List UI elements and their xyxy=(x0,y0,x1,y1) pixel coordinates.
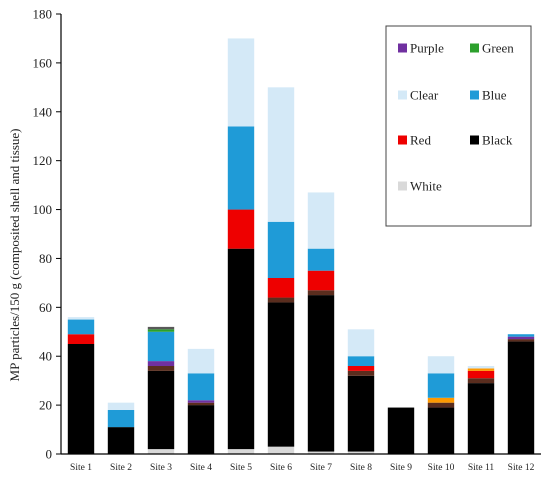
bar-segment-red-11 xyxy=(467,370,495,379)
bar-segment-black-8 xyxy=(347,375,375,452)
bar-segment-blue-7 xyxy=(307,248,335,271)
x-tick-label: Site 5 xyxy=(230,463,252,473)
y-axis-title: MP particles/150 g (composited shell and… xyxy=(7,129,22,382)
legend-box xyxy=(385,25,532,227)
bar-segment-red-7 xyxy=(307,270,335,291)
legend-swatch-white xyxy=(398,181,407,191)
bar-segment-black-1 xyxy=(67,344,95,454)
bars-layer xyxy=(67,38,535,454)
bar-segment-brown-10 xyxy=(427,402,455,408)
bar-segment-orange-10 xyxy=(427,397,455,403)
bar-segment-clear-11 xyxy=(467,366,495,369)
bar-segment-purple-3 xyxy=(147,361,175,366)
legend-label-black: Black xyxy=(482,133,513,148)
bar-segment-clear-5 xyxy=(227,38,255,127)
bar-segment-brown-11 xyxy=(467,378,495,384)
bar-segment-blue-3 xyxy=(147,331,175,362)
bar-segment-brown-8 xyxy=(347,370,375,376)
bar-segment-brown-12 xyxy=(507,339,535,342)
bar-segment-clear-7 xyxy=(307,192,335,249)
bar-segment-blue-2 xyxy=(107,410,135,428)
legend-label-purple: Purple xyxy=(410,41,444,56)
bar-segment-brown-6 xyxy=(267,297,295,303)
bar-segment-black-9 xyxy=(387,407,415,454)
bar-segment-brown-4 xyxy=(187,402,215,406)
bar-segment-black-5 xyxy=(227,248,255,450)
bar-segment-blue-12 xyxy=(507,334,535,337)
bar-segment-brown-7 xyxy=(307,290,335,296)
bar-segment-blue-6 xyxy=(267,221,295,278)
x-tick-label: Site 8 xyxy=(350,463,372,473)
bar-segment-white-6 xyxy=(267,446,295,454)
bar-segment-black-6 xyxy=(267,302,295,447)
y-tick-label: 60 xyxy=(39,300,52,315)
bar-segment-clear-4 xyxy=(187,348,215,374)
y-tick-label: 20 xyxy=(39,398,52,413)
legend-label-white: White xyxy=(410,179,442,194)
bar-segment-black-10 xyxy=(427,407,455,454)
legend-label-blue: Blue xyxy=(482,88,507,103)
x-tick-label: Site 9 xyxy=(390,463,412,473)
legend-swatch-black xyxy=(470,135,479,145)
bar-segment-black-4 xyxy=(187,405,215,454)
bar-segment-black-7 xyxy=(307,295,335,452)
bar-segment-blue-5 xyxy=(227,126,255,210)
bar-segment-blue-8 xyxy=(347,356,375,366)
legend-label-clear: Clear xyxy=(410,88,439,103)
x-tick-label: Site 2 xyxy=(110,463,132,473)
bar-segment-purple-4 xyxy=(187,400,215,403)
legend: Purple Green Clear Blue Red Black White xyxy=(385,25,532,227)
bar-segment-red-8 xyxy=(347,366,375,371)
bar-segment-blue-1 xyxy=(67,319,95,335)
bar-segment-green-3 xyxy=(147,329,175,332)
legend-label-green: Green xyxy=(482,41,514,56)
y-tick-label: 80 xyxy=(39,251,52,266)
bar-segment-black-3 xyxy=(147,370,175,450)
legend-swatch-blue xyxy=(470,90,479,100)
bar-segment-white-7 xyxy=(307,451,335,454)
bar-segment-red-6 xyxy=(267,278,295,298)
y-tick-label: 120 xyxy=(33,153,53,168)
x-tick-label: Site 3 xyxy=(150,463,172,473)
x-tick-label: Site 4 xyxy=(190,463,212,473)
x-tick-label: Site 1 xyxy=(70,463,92,473)
bar-segment-clear-10 xyxy=(427,356,455,374)
bar-segment-white-8 xyxy=(347,451,375,454)
legend-swatch-green xyxy=(470,43,479,53)
y-tick-label: 40 xyxy=(39,349,52,364)
x-tick-label: Site 6 xyxy=(270,463,292,473)
bar-segment-purple-12 xyxy=(507,336,535,340)
y-tick-label: 180 xyxy=(33,7,53,22)
bar-segment-grey-3 xyxy=(147,326,175,330)
x-tick-label: Site 10 xyxy=(428,463,455,473)
bar-segment-clear-2 xyxy=(107,402,135,410)
y-tick-label: 140 xyxy=(33,104,53,119)
legend-swatch-purple xyxy=(398,43,407,53)
x-tick-label: Site 7 xyxy=(310,463,332,473)
bar-segment-red-1 xyxy=(67,334,95,344)
bar-segment-blue-10 xyxy=(427,373,455,398)
bar-segment-clear-8 xyxy=(347,329,375,357)
legend-label-red: Red xyxy=(410,133,431,148)
axes-layer: Site 1 Site 2 Site 3 Site 4 Site 5 Site 6 Site… xyxy=(33,7,541,473)
legend-swatch-clear xyxy=(398,90,407,100)
y-tick-label: 160 xyxy=(33,55,53,70)
legend-swatch-red xyxy=(398,135,407,145)
bar-segment-clear-1 xyxy=(67,317,95,320)
y-tick-label: 0 xyxy=(46,447,53,462)
bar-segment-black-11 xyxy=(467,383,495,454)
bar-segment-white-5 xyxy=(227,449,255,454)
bar-segment-red-5 xyxy=(227,209,255,249)
bar-segment-brown-3 xyxy=(147,366,175,371)
bar-segment-blue-4 xyxy=(187,373,215,401)
bar-segment-black-12 xyxy=(507,341,535,454)
x-tick-label: Site 11 xyxy=(468,463,495,473)
bar-segment-clear-6 xyxy=(267,87,295,222)
bar-segment-orange-11 xyxy=(467,368,495,371)
bar-segment-black-2 xyxy=(107,427,135,454)
y-tick-label: 100 xyxy=(33,202,53,217)
bar-segment-white-3 xyxy=(147,449,175,454)
x-tick-label: Site 12 xyxy=(508,463,535,473)
